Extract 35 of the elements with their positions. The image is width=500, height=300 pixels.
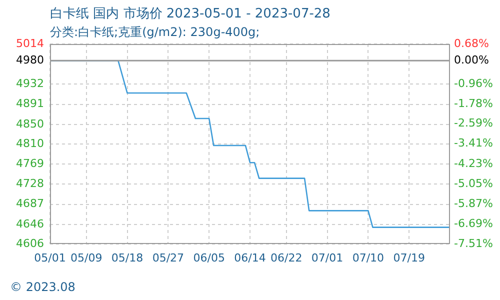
y-tick-label: 4850	[16, 117, 44, 130]
y-tick-label: 4606	[16, 236, 44, 250]
x-tick-label: 05/09	[70, 251, 102, 264]
y2-tick-label: -2.59%	[454, 116, 493, 130]
x-tick-label: 05/18	[111, 251, 144, 264]
y2-tick-label: -5.05%	[454, 176, 493, 190]
x-tick-label: 07/10	[352, 251, 384, 264]
y2-tick-label: 0.68%	[454, 36, 489, 50]
x-tick-label: 05/27	[152, 251, 184, 264]
y2-tick-label: -1.78%	[454, 96, 493, 110]
y-tick-label: 4932	[16, 77, 44, 90]
x-tick-label: 06/22	[270, 251, 302, 264]
y2-tick-label: -3.41%	[454, 136, 493, 150]
y-tick-label: 5014	[16, 36, 44, 50]
y-tick-label: 4687	[16, 197, 44, 210]
y-tick-label: 4728	[16, 177, 44, 190]
chart-title: 白卡纸 国内 市场价 2023-05-01 - 2023-07-28	[50, 6, 330, 22]
y2-tick-label: -5.87%	[454, 196, 493, 210]
y-tick-label: 4980	[16, 54, 44, 67]
y-tick-label: 4769	[16, 156, 44, 170]
chart-subtitle: 分类:白卡纸;克重(g/m2): 230g-400g;	[50, 25, 260, 40]
y2-tick-label: -7.51%	[454, 236, 493, 250]
y2-tick-label: -6.69%	[454, 216, 493, 230]
x-tick-label: 06/14	[234, 251, 266, 264]
y-tick-label: 4646	[16, 217, 44, 230]
x-tick-label: 07/19	[393, 251, 425, 264]
y2-tick-label: 0.00%	[454, 53, 489, 66]
x-tick-label: 05/01	[34, 251, 66, 264]
x-tick-label: 06/05	[193, 251, 225, 264]
y-tick-label: 4810	[16, 136, 44, 150]
text: © 2023.08	[10, 280, 76, 294]
y-tick-label: 4891	[16, 97, 44, 110]
y2-tick-label: -4.23%	[454, 156, 493, 170]
x-tick-label: 07/01	[311, 251, 344, 264]
y2-tick-label: -0.96%	[454, 76, 493, 90]
